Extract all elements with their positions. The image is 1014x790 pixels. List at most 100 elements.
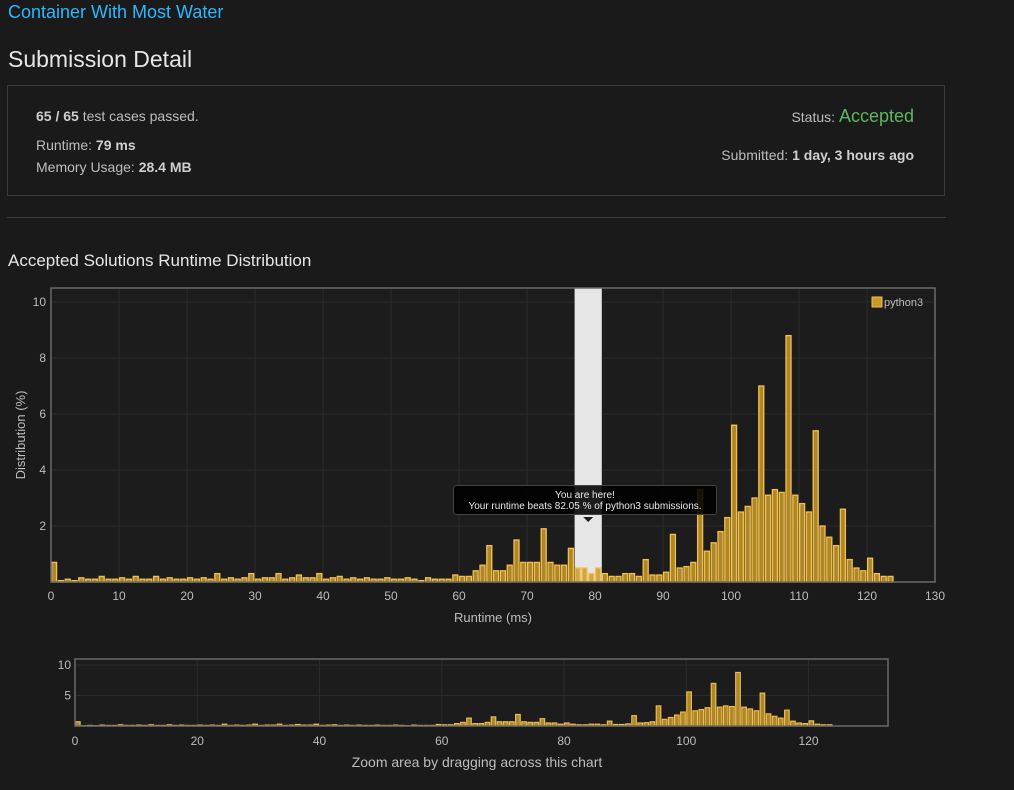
distribution-bar[interactable]	[853, 567, 860, 583]
distribution-bar[interactable]	[479, 564, 486, 583]
distribution-bar[interactable]	[560, 564, 568, 583]
distribution-bar[interactable]	[248, 572, 255, 583]
distribution-bar[interactable]	[866, 557, 874, 583]
zoom-distribution-bar	[539, 718, 546, 727]
distribution-bar[interactable]	[526, 561, 534, 583]
distribution-bar[interactable]	[486, 544, 493, 583]
distribution-bar[interactable]	[642, 558, 649, 583]
distribution-bar[interactable]	[458, 575, 466, 583]
distribution-bar[interactable]	[662, 571, 670, 583]
distribution-bar[interactable]	[744, 505, 751, 583]
distribution-bar[interactable]	[492, 570, 500, 583]
distribution-bar[interactable]	[778, 491, 785, 583]
distribution-bar[interactable]	[710, 542, 717, 583]
distribution-bar[interactable]	[275, 572, 282, 583]
distribution-bar[interactable]	[669, 533, 677, 583]
distribution-bar[interactable]	[737, 511, 745, 583]
distribution-bar[interactable]	[887, 575, 894, 583]
distribution-bar[interactable]	[295, 574, 303, 583]
distribution-bar[interactable]	[832, 544, 840, 583]
distribution-bar[interactable]	[730, 424, 738, 583]
zoom-x-tick-label: 80	[557, 734, 571, 748]
zoom-distribution-bar	[667, 716, 674, 727]
distribution-bar[interactable]	[846, 558, 853, 583]
zoom-distribution-bar	[716, 706, 723, 727]
distribution-bar[interactable]	[472, 570, 479, 583]
distribution-bar[interactable]	[567, 547, 575, 583]
problem-title-link[interactable]: Container With Most Water	[8, 2, 224, 22]
distribution-bar[interactable]	[98, 575, 105, 583]
submission-status: Status: Accepted Submitted: 1 day, 3 hou…	[721, 106, 914, 163]
runtime-value: 79 ms	[95, 137, 136, 153]
distribution-bar[interactable]	[622, 572, 629, 583]
distribution-bar[interactable]	[152, 575, 160, 583]
distribution-bar[interactable]	[540, 528, 547, 583]
distribution-bar[interactable]	[635, 575, 643, 583]
y-tick-label: 2	[39, 519, 46, 533]
distribution-bar[interactable]	[758, 385, 765, 583]
distribution-bar[interactable]	[628, 572, 636, 583]
distribution-bar[interactable]	[533, 561, 541, 583]
distribution-bar[interactable]	[819, 525, 826, 583]
distribution-bar[interactable]	[50, 561, 58, 583]
distribution-bar[interactable]	[764, 494, 772, 583]
zoom-distribution-bar	[680, 711, 686, 727]
distribution-bar[interactable]	[785, 334, 792, 583]
distribution-bar[interactable]	[499, 570, 507, 583]
distribution-bar[interactable]	[554, 564, 561, 583]
distribution-bar[interactable]	[771, 488, 779, 583]
tooltip-title: You are here!	[555, 490, 615, 501]
distribution-bar[interactable]	[676, 567, 683, 583]
distribution-bar[interactable]	[588, 572, 595, 583]
zoom-distribution-bar	[753, 710, 760, 727]
distribution-bar[interactable]	[826, 536, 833, 583]
distribution-bar[interactable]	[880, 575, 887, 583]
distribution-bar[interactable]	[656, 574, 663, 583]
zoom-y-tick-label: 10	[58, 658, 72, 672]
distribution-bar[interactable]	[506, 564, 513, 583]
distribution-bar[interactable]	[336, 575, 343, 583]
distribution-bar[interactable]	[547, 561, 554, 583]
distribution-bar[interactable]	[873, 572, 881, 583]
distribution-bar[interactable]	[792, 494, 799, 583]
distribution-bar[interactable]	[703, 550, 711, 583]
x-axis-title: Runtime (ms)	[454, 610, 532, 625]
x-tick-label: 20	[180, 589, 194, 603]
distribution-bar[interactable]	[520, 561, 527, 583]
distribution-bar[interactable]	[594, 567, 602, 583]
distribution-bar[interactable]	[316, 572, 323, 583]
distribution-bar[interactable]	[214, 572, 221, 583]
zoom-x-tick-label: 60	[435, 734, 449, 748]
distribution-bar[interactable]	[581, 567, 588, 583]
distribution-bar[interactable]	[601, 572, 609, 583]
zoom-distribution-bar	[722, 705, 729, 727]
distribution-bar[interactable]	[683, 565, 690, 583]
distribution-bar[interactable]	[805, 511, 813, 583]
x-tick-label: 30	[248, 589, 262, 603]
distribution-bar[interactable]	[615, 575, 622, 583]
distribution-bar[interactable]	[724, 516, 731, 583]
x-tick-label: 80	[588, 589, 602, 603]
distribution-bar[interactable]	[690, 561, 697, 583]
distribution-bar[interactable]	[574, 567, 581, 583]
distribution-bar[interactable]	[798, 502, 806, 583]
submitted-value: 1 day, 3 hours ago	[792, 147, 914, 163]
distribution-bar[interactable]	[465, 575, 473, 583]
distribution-bar[interactable]	[608, 575, 615, 583]
zoom-distribution-bar	[698, 709, 705, 727]
distribution-bar[interactable]	[649, 574, 656, 583]
distribution-bar[interactable]	[452, 574, 459, 583]
distribution-bar[interactable]	[717, 530, 724, 583]
distribution-bar[interactable]	[751, 497, 758, 583]
zoom-distribution-bar	[735, 671, 741, 727]
distribution-bar[interactable]	[812, 430, 819, 583]
distribution-bar[interactable]	[513, 539, 520, 583]
distribution-bar[interactable]	[132, 575, 139, 583]
runtime-label: Runtime:	[36, 137, 93, 153]
zoom-distribution-bar	[490, 716, 497, 727]
distribution-bar[interactable]	[860, 570, 867, 583]
distribution-bar[interactable]	[839, 508, 847, 583]
zoom-distribution-bar	[686, 691, 692, 727]
test-cases-label: test cases passed.	[82, 108, 199, 124]
